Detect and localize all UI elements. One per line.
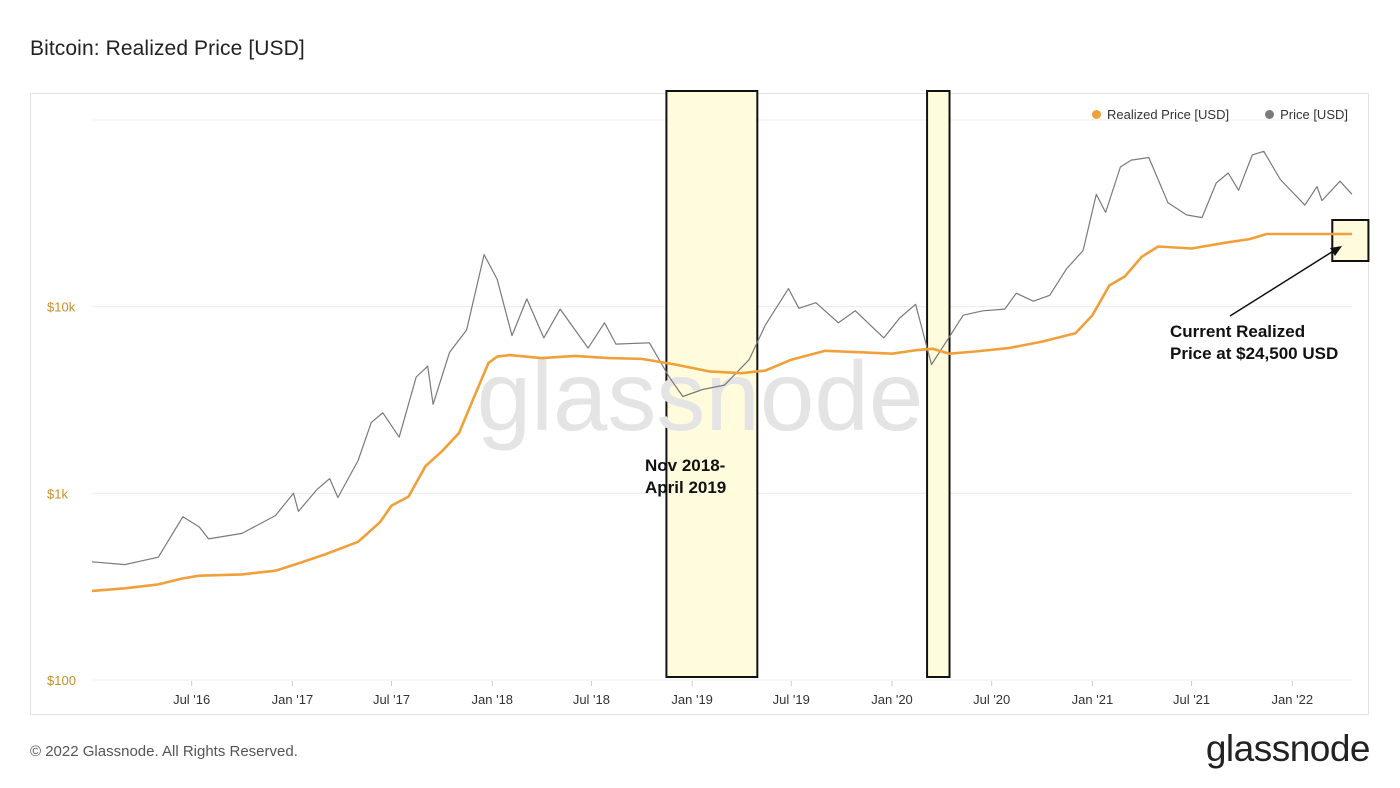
legend-label: Realized Price [USD]: [1106, 107, 1230, 122]
series-lines: [91, 150, 1353, 593]
annotation-period-label: Nov 2018- April 2019: [645, 455, 726, 499]
highlight-region: [1331, 219, 1370, 262]
brand-logo: glassnode: [1205, 728, 1371, 769]
price-line: [91, 150, 1353, 566]
highlight-region: [665, 90, 759, 678]
annotation-line: Price at $24,500 USD: [1170, 344, 1339, 363]
annotation-current-realized-price: Current Realized Price at $24,500 USD: [1170, 321, 1338, 365]
x-tick-label: Jan '22: [1272, 692, 1314, 707]
x-tick-label: Jan '20: [871, 692, 913, 707]
y-tick-label: $100: [47, 673, 76, 688]
x-tick-label: Jul '17: [373, 692, 410, 707]
x-tick-label: Jul '19: [773, 692, 810, 707]
highlight-regions: [665, 90, 1370, 678]
x-tick-label: Jul '21: [1173, 692, 1210, 707]
highlight-region: [926, 90, 951, 678]
x-tick-label: Jul '16: [173, 692, 210, 707]
annotation-line: Current Realized: [1170, 322, 1306, 341]
y-tick-label: $1k: [47, 486, 68, 501]
y-axis-ticks: $100 $1k $10k: [47, 300, 76, 688]
x-tick-label: Jan '19: [671, 692, 713, 707]
y-tick-label: $10k: [47, 300, 76, 315]
legend-item-realized-price[interactable]: Realized Price [USD]: [1091, 107, 1230, 122]
x-tick-label: Jul '20: [973, 692, 1010, 707]
copyright-footer: © 2022 Glassnode. All Rights Reserved.: [30, 743, 298, 760]
realized-price-line: [91, 232, 1352, 593]
legend-label: Price [USD]: [1280, 107, 1348, 122]
chart-title: Bitcoin: Realized Price [USD]: [30, 37, 305, 60]
annotation-arrow: [1229, 246, 1342, 317]
x-tick-label: Jan '17: [272, 692, 314, 707]
watermark: glassnode: [477, 341, 924, 451]
legend-dot-icon: [1265, 110, 1275, 119]
x-tick-label: Jan '18: [472, 692, 514, 707]
x-tick-label: Jul '18: [573, 692, 610, 707]
annotation-line: Nov 2018-: [645, 456, 726, 475]
legend-item-price[interactable]: Price [USD]: [1265, 107, 1348, 122]
chart-legend: Realized Price [USD] Price [USD]: [1091, 107, 1348, 122]
x-tick-label: Jan '21: [1072, 692, 1114, 707]
legend-dot-icon: [1091, 110, 1101, 119]
annotation-line: April 2019: [645, 478, 727, 497]
x-axis-ticks: Jul '16 Jan '17 Jul '17 Jan '18 Jul '18 Jan '…: [173, 681, 1313, 707]
